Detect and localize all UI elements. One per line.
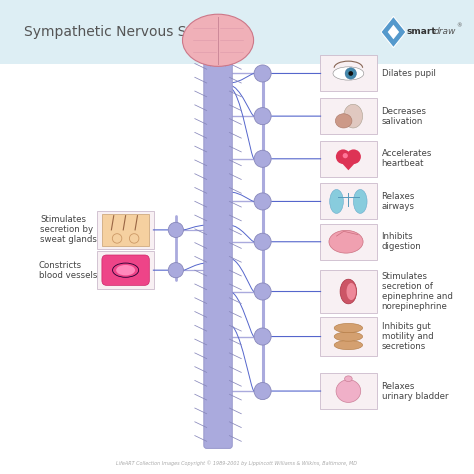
Circle shape bbox=[254, 108, 271, 125]
FancyBboxPatch shape bbox=[210, 59, 226, 66]
Text: draw: draw bbox=[434, 27, 456, 36]
Circle shape bbox=[254, 65, 271, 82]
FancyBboxPatch shape bbox=[98, 251, 154, 289]
Circle shape bbox=[254, 383, 271, 400]
Text: Stimulates
secretion by
sweat glands: Stimulates secretion by sweat glands bbox=[40, 215, 97, 245]
FancyBboxPatch shape bbox=[102, 255, 149, 285]
Ellipse shape bbox=[333, 67, 364, 80]
Ellipse shape bbox=[345, 376, 352, 382]
Text: Inhibits gut
motility and
secretions: Inhibits gut motility and secretions bbox=[382, 322, 433, 351]
Circle shape bbox=[343, 153, 348, 158]
Circle shape bbox=[345, 68, 356, 79]
Ellipse shape bbox=[334, 332, 363, 341]
Ellipse shape bbox=[336, 380, 361, 402]
Ellipse shape bbox=[116, 265, 135, 275]
FancyBboxPatch shape bbox=[320, 55, 376, 91]
Text: LifeART Collection Images Copyright © 1989-2001 by Lippincott Williams & Wilkins: LifeART Collection Images Copyright © 19… bbox=[117, 461, 357, 466]
Circle shape bbox=[348, 71, 353, 76]
Ellipse shape bbox=[354, 190, 367, 213]
Text: smart: smart bbox=[407, 27, 437, 36]
Circle shape bbox=[336, 149, 350, 164]
FancyBboxPatch shape bbox=[320, 141, 376, 177]
FancyBboxPatch shape bbox=[320, 98, 376, 134]
Polygon shape bbox=[388, 25, 399, 39]
FancyBboxPatch shape bbox=[320, 373, 376, 409]
Polygon shape bbox=[337, 158, 360, 170]
Text: Dilates pupil: Dilates pupil bbox=[382, 69, 436, 78]
Polygon shape bbox=[208, 66, 228, 73]
Text: Inhibits
digestion: Inhibits digestion bbox=[382, 232, 421, 251]
FancyBboxPatch shape bbox=[0, 0, 474, 64]
Circle shape bbox=[346, 149, 361, 164]
Circle shape bbox=[254, 233, 271, 250]
Text: Stimulates
secretion of
epinephrine and
norepinephrine: Stimulates secretion of epinephrine and … bbox=[382, 272, 453, 311]
Text: ®: ® bbox=[456, 23, 462, 28]
Ellipse shape bbox=[329, 230, 363, 253]
Text: Accelerates
heartbeat: Accelerates heartbeat bbox=[382, 149, 432, 168]
Ellipse shape bbox=[334, 340, 363, 350]
Ellipse shape bbox=[344, 104, 363, 128]
Text: Relaxes
airways: Relaxes airways bbox=[382, 192, 415, 211]
Circle shape bbox=[254, 150, 271, 167]
Polygon shape bbox=[381, 17, 406, 48]
Ellipse shape bbox=[335, 114, 352, 128]
Circle shape bbox=[254, 193, 271, 210]
Ellipse shape bbox=[330, 190, 343, 213]
FancyBboxPatch shape bbox=[320, 317, 376, 356]
Ellipse shape bbox=[182, 14, 254, 66]
FancyBboxPatch shape bbox=[320, 224, 376, 260]
FancyBboxPatch shape bbox=[320, 183, 376, 219]
Text: Decreases
salivation: Decreases salivation bbox=[382, 107, 427, 126]
FancyBboxPatch shape bbox=[320, 270, 376, 313]
Text: Relaxes
urinary bladder: Relaxes urinary bladder bbox=[382, 382, 448, 401]
Text: Sympathetic Nervous System: Sympathetic Nervous System bbox=[24, 25, 229, 39]
FancyBboxPatch shape bbox=[102, 214, 149, 246]
FancyBboxPatch shape bbox=[98, 211, 154, 248]
Circle shape bbox=[254, 328, 271, 345]
Circle shape bbox=[168, 263, 183, 278]
Ellipse shape bbox=[346, 283, 356, 300]
Circle shape bbox=[254, 283, 271, 300]
Ellipse shape bbox=[334, 323, 363, 333]
FancyBboxPatch shape bbox=[204, 56, 232, 448]
Ellipse shape bbox=[340, 279, 356, 304]
Text: Constricts
blood vessels: Constricts blood vessels bbox=[39, 261, 97, 280]
Circle shape bbox=[168, 222, 183, 237]
